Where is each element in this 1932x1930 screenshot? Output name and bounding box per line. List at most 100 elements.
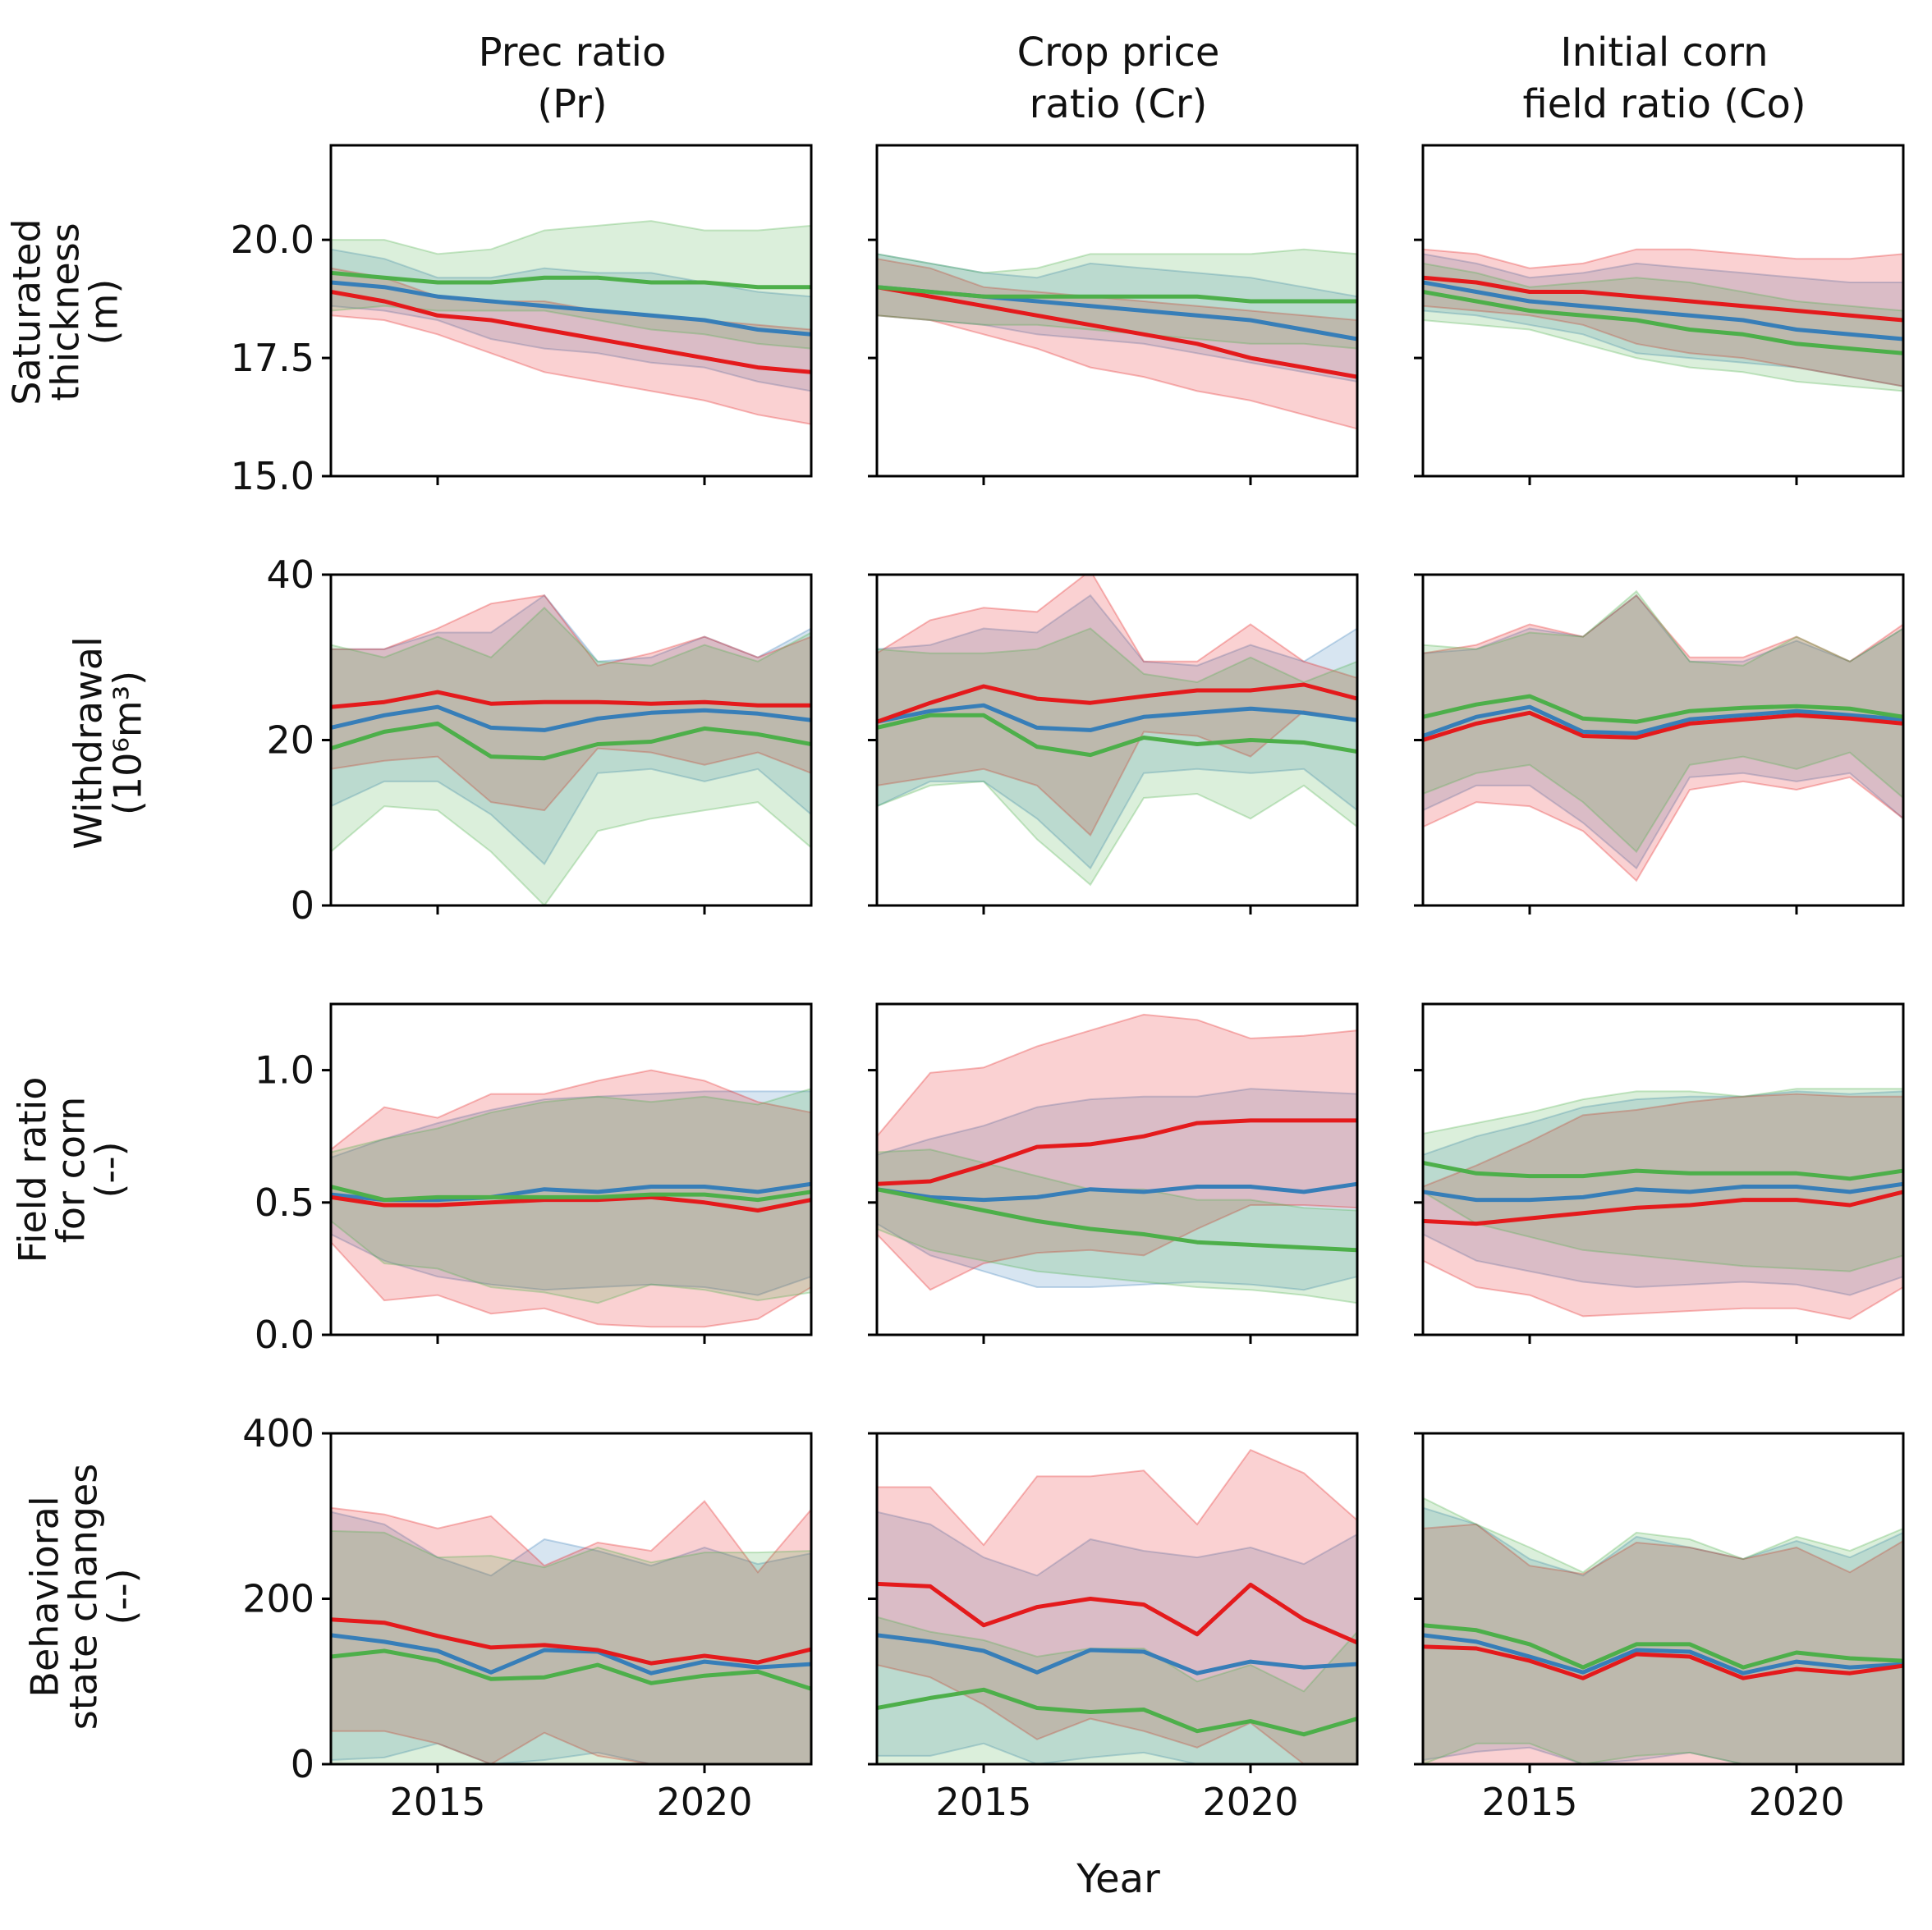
panel-r3-c2 <box>868 1002 1359 1344</box>
panel-r3-c3 <box>1414 1002 1905 1344</box>
series-line-red <box>331 690 811 709</box>
x-tick-label: 2015 <box>389 1780 485 1824</box>
y-tick-label: 17.5 <box>231 336 314 380</box>
series-line-red <box>1423 1190 1903 1226</box>
row-label-line: (--) <box>88 1141 132 1198</box>
band-red <box>877 1448 1357 1764</box>
band-red <box>877 258 1357 430</box>
x-tick-label: 2015 <box>1481 1780 1577 1824</box>
series-line-green <box>1423 1623 1903 1670</box>
row-label-line: Withdrawal <box>67 636 111 849</box>
panel-r2-c2 <box>868 573 1359 915</box>
plot-area <box>1423 589 1903 882</box>
band-blue <box>331 1511 811 1764</box>
band-green <box>1423 589 1903 854</box>
series-line-blue <box>331 280 811 337</box>
series-line-red <box>1423 275 1903 323</box>
panel-r4-c1: 0 200 400 2015 2020 <box>242 1411 813 1824</box>
plot-area <box>331 594 811 905</box>
series-line-red <box>877 682 1357 724</box>
series-line-green <box>877 1187 1357 1253</box>
axes-frame <box>1421 144 1905 478</box>
row-label-line: Field ratio <box>11 1077 55 1263</box>
band-green <box>331 220 811 350</box>
row-label-line: state changes <box>62 1464 106 1730</box>
y-tick-label: 40 <box>266 552 314 597</box>
band-blue <box>331 1090 811 1296</box>
band-blue <box>1423 1090 1903 1296</box>
series-line-green <box>877 285 1357 304</box>
band-blue <box>1423 1506 1903 1764</box>
band-blue <box>877 1511 1357 1764</box>
plot-area <box>331 1069 811 1328</box>
series-line-green <box>331 270 811 290</box>
band-green <box>877 1148 1357 1304</box>
series-line-blue <box>1423 1181 1903 1203</box>
plot-area <box>1423 1497 1903 1764</box>
band-blue <box>1423 253 1903 387</box>
plot-area <box>331 1500 811 1764</box>
plot-area <box>877 1448 1357 1764</box>
band-green <box>1423 262 1903 392</box>
y-tick-label: 20 <box>266 718 314 763</box>
row-label-line: thickness <box>44 222 88 401</box>
panel-r4-c3: 2015 2020 <box>1414 1432 1905 1824</box>
y-tick-label: 0 <box>291 1742 314 1786</box>
row-label-line: Saturated <box>5 218 49 405</box>
series-line-blue <box>331 1633 811 1676</box>
series-line-green <box>877 713 1357 758</box>
band-red <box>1423 248 1903 387</box>
y-tick-label: 1.0 <box>255 1048 314 1093</box>
plot-area <box>877 1013 1357 1304</box>
column-title-cr-line2: ratio (Cr) <box>1030 81 1208 127</box>
panel-grid: 15.0 17.5 20.0 0 20 40 0.0 0.5 1.0 0 200 400 2015 202… <box>231 144 1905 1824</box>
x-tick-label: 2020 <box>1202 1780 1298 1824</box>
panel-r1-c1: 15.0 17.5 20.0 <box>231 144 813 498</box>
band-red <box>1423 594 1903 882</box>
series-line-red <box>331 290 811 374</box>
row-label-field-ratio-corn: Field ratio for corn (--) <box>11 1077 132 1263</box>
band-green <box>1423 1088 1903 1272</box>
panel-r2-c3 <box>1414 573 1905 915</box>
band-green <box>1423 1497 1903 1764</box>
column-title-co-line1: Initial corn <box>1560 30 1768 76</box>
axes-frame <box>875 144 1359 478</box>
series-line-blue <box>1423 1633 1903 1676</box>
band-red <box>331 1500 811 1764</box>
axes-frame <box>329 144 813 478</box>
series-line-blue <box>1423 280 1903 342</box>
series-line-blue <box>877 703 1357 732</box>
band-blue <box>331 594 811 866</box>
axes-frame <box>875 1002 1359 1336</box>
column-title-pr-line2: (Pr) <box>537 81 607 127</box>
series-line-blue <box>877 1633 1357 1676</box>
series-line-red <box>1423 1644 1903 1680</box>
row-label-line: (10⁶m³) <box>106 671 150 815</box>
x-tick-label: 2020 <box>656 1780 752 1824</box>
series-line-red <box>877 1581 1357 1645</box>
axes-frame <box>1421 1002 1905 1336</box>
y-tick-label: 200 <box>242 1577 314 1621</box>
x-tick-label: 2020 <box>1748 1780 1844 1824</box>
row-label-saturated-thickness: Saturated thickness (m) <box>5 218 126 405</box>
row-label-line: (--) <box>100 1568 145 1625</box>
y-tick-label: 20.0 <box>231 218 314 262</box>
row-label-withdrawal: Withdrawal (10⁶m³) <box>67 636 150 849</box>
band-blue <box>877 594 1357 870</box>
row-label-line: for corn <box>49 1097 94 1244</box>
series-line-green <box>331 721 811 761</box>
column-title-pr-line1: Prec ratio <box>479 30 667 76</box>
panel-r4-c2: 2015 2020 <box>868 1432 1359 1824</box>
y-tick-label: 400 <box>242 1411 314 1456</box>
plot-area <box>877 248 1357 430</box>
panel-r2-c1: 0 20 40 <box>266 552 813 928</box>
plot-area <box>1423 248 1903 392</box>
series-line-blue <box>331 704 811 732</box>
series-line-red <box>331 1617 811 1666</box>
plot-area <box>331 220 811 425</box>
y-tick-label: 0.5 <box>255 1180 314 1225</box>
series-line-green <box>1423 1160 1903 1181</box>
panel-r1-c2 <box>868 144 1359 485</box>
y-tick-label: 0.0 <box>255 1313 314 1357</box>
band-red <box>877 575 1357 837</box>
